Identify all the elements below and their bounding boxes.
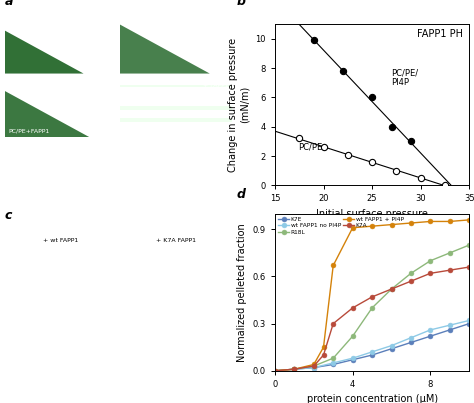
K7E — [330, 362, 336, 367]
wt FAPP1 no PI4P — [292, 367, 297, 372]
X-axis label: Initial surface pressure
(mN/m): Initial surface pressure (mN/m) — [316, 209, 428, 231]
Y-axis label: Change in surface pressure
(mN/m): Change in surface pressure (mN/m) — [228, 38, 250, 172]
wt FAPP1 no PI4P — [428, 328, 433, 332]
wt FAPP1 no PI4P — [369, 349, 375, 354]
R18L — [389, 287, 394, 291]
K7E — [272, 368, 278, 373]
K7E — [292, 367, 297, 372]
Line: R18L: R18L — [273, 243, 472, 373]
wt FAPP1 no PI4P — [389, 343, 394, 348]
K7A — [330, 321, 336, 326]
K7A — [428, 271, 433, 276]
R18L — [447, 250, 453, 256]
wt FAPP1 + PI4P — [292, 367, 297, 372]
wt FAPP1 + PI4P — [350, 225, 356, 230]
Line: K7A: K7A — [273, 265, 472, 373]
K7E — [466, 321, 472, 326]
Polygon shape — [5, 91, 89, 137]
Text: d: d — [237, 189, 246, 202]
wt FAPP1 + PI4P — [408, 220, 414, 225]
Text: c: c — [5, 209, 12, 222]
R18L — [350, 334, 356, 339]
Text: a: a — [5, 0, 13, 8]
R18L — [272, 368, 278, 373]
Text: PC/PE: PC/PE — [298, 143, 322, 152]
R18L — [428, 258, 433, 263]
Text: FAPP1 PH: FAPP1 PH — [418, 29, 464, 39]
wt FAPP1 + PI4P — [369, 224, 375, 229]
Text: PC/PE/
PI4P: PC/PE/ PI4P — [392, 68, 419, 87]
K7A — [292, 367, 297, 372]
wt FAPP1 no PI4P — [350, 356, 356, 361]
wt FAPP1 no PI4P — [408, 335, 414, 340]
wt FAPP1 no PI4P — [447, 323, 453, 328]
Text: b: b — [237, 0, 246, 8]
R18L — [311, 364, 317, 368]
K7E — [389, 346, 394, 351]
Text: PC/PE/PI4P
+ FAPP1: PC/PE/PI4P + FAPP1 — [196, 77, 229, 88]
Text: + wt FAPP1: + wt FAPP1 — [44, 237, 79, 243]
Legend: K7E, wt FAPP1 no PI4P, R18L, wt FAPP1 + PI4P, K7A: K7E, wt FAPP1 no PI4P, R18L, wt FAPP1 + … — [278, 216, 404, 235]
Line: K7E: K7E — [273, 321, 472, 373]
Text: PC/PE+FAPP1: PC/PE+FAPP1 — [8, 129, 49, 134]
K7A — [389, 287, 394, 291]
wt FAPP1 + PI4P — [389, 222, 394, 227]
K7E — [311, 365, 317, 370]
wt FAPP1 + PI4P — [311, 362, 317, 367]
R18L — [466, 243, 472, 247]
K7E — [350, 357, 356, 362]
wt FAPP1 no PI4P — [466, 318, 472, 323]
K7E — [447, 328, 453, 332]
wt FAPP1 + PI4P — [330, 263, 336, 268]
R18L — [369, 305, 375, 310]
Text: + K7A FAPP1: + K7A FAPP1 — [156, 237, 196, 243]
Text: PC/PE: PC/PE — [8, 14, 26, 19]
wt FAPP1 + PI4P — [272, 368, 278, 373]
wt FAPP1 no PI4P — [311, 365, 317, 370]
K7A — [447, 268, 453, 272]
K7A — [272, 368, 278, 373]
wt FAPP1 + PI4P — [447, 219, 453, 224]
Text: PC/PE/PI4P
+ K45A FAPP1: PC/PE/PI4P + K45A FAPP1 — [67, 187, 110, 197]
wt FAPP1 + PI4P — [428, 219, 433, 224]
K7A — [311, 364, 317, 368]
K7E — [428, 334, 433, 339]
X-axis label: protein concentration (μM): protein concentration (μM) — [307, 395, 438, 403]
K7A — [369, 295, 375, 299]
Line: wt FAPP1 no PI4P: wt FAPP1 no PI4P — [273, 318, 472, 373]
wt FAPP1 + PI4P — [466, 218, 472, 222]
R18L — [408, 271, 414, 276]
K7A — [466, 265, 472, 270]
R18L — [330, 356, 336, 361]
Text: PC/PE/PI4P: PC/PE/PI4P — [196, 14, 229, 19]
K7E — [369, 353, 375, 357]
wt FAPP1 no PI4P — [330, 360, 336, 365]
K7E — [408, 340, 414, 345]
K7A — [408, 279, 414, 284]
R18L — [292, 367, 297, 372]
K7A — [350, 305, 356, 310]
wt FAPP1 no PI4P — [272, 368, 278, 373]
Line: wt FAPP1 + PI4P: wt FAPP1 + PI4P — [273, 218, 472, 373]
wt FAPP1 + PI4P — [320, 345, 326, 349]
Polygon shape — [119, 24, 210, 74]
K7A — [320, 353, 326, 357]
Y-axis label: Normalized pelleted fraction: Normalized pelleted fraction — [237, 223, 247, 361]
Polygon shape — [5, 31, 83, 74]
